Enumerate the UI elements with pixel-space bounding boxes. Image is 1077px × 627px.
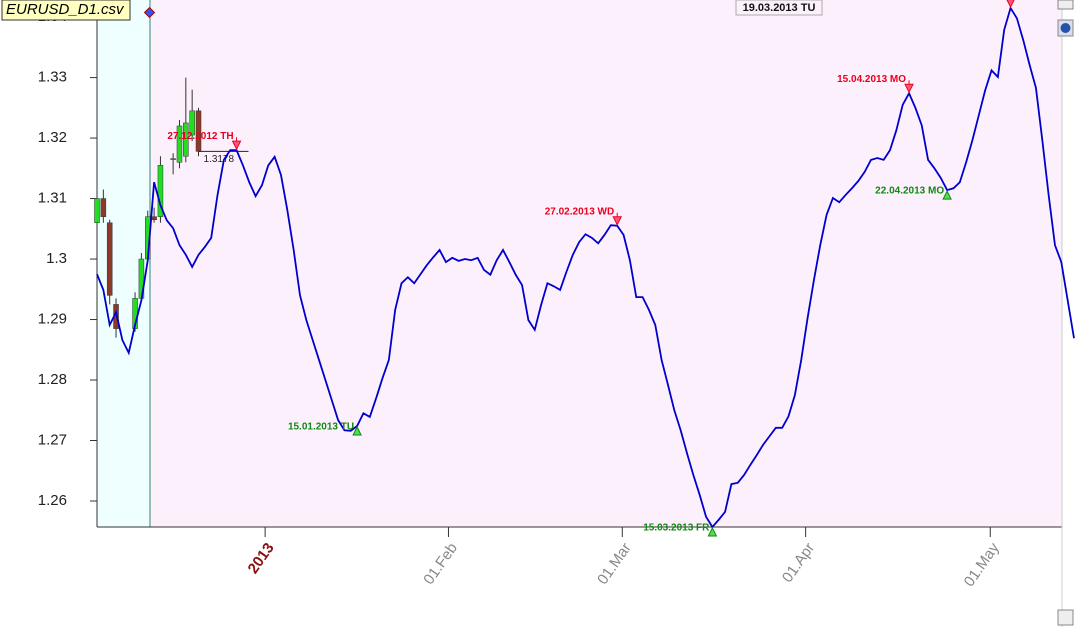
cursor-marker [143, 6, 156, 19]
candle-body [106, 222, 113, 296]
last-price-label: 1.3178 [204, 154, 235, 165]
y-tick-label: 1.26 [38, 492, 67, 509]
candle-body [94, 198, 100, 224]
scroll-up-button[interactable] [1057, 0, 1074, 10]
annotation-label: 15.01.2013 TU [288, 422, 354, 433]
candle-body [151, 216, 157, 220]
candle-body [100, 198, 107, 217]
low-marker [707, 526, 718, 537]
y-tick-label: 1.31 [38, 190, 67, 207]
y-tick-label: 1.28 [38, 371, 67, 388]
chart-title: EURUSD_D1.csv [6, 1, 125, 18]
y-tick-label: 1.3 [46, 250, 67, 267]
y-tick-label: 1.32 [38, 129, 67, 146]
plot-area [97, 0, 1062, 527]
candle-body [189, 110, 195, 136]
y-tick-label: 1.29 [38, 310, 67, 327]
y-tick-label: 1.27 [38, 431, 67, 448]
annotation-label: 15.04.2013 MO [837, 74, 906, 85]
low-marker [352, 425, 362, 436]
candle-body [183, 122, 189, 157]
price-line [96, 5, 1075, 529]
candle-body [176, 125, 183, 163]
low-marker [942, 189, 952, 200]
candle-body [157, 165, 164, 217]
cursor-label-box [735, 0, 823, 16]
title-box [1, 0, 131, 21]
globe-icon [1060, 23, 1071, 33]
annotation-label: 22.04.2013 MO [875, 186, 944, 197]
annotation-label: 27.12.2012 TH [167, 131, 233, 142]
scroll-down-button[interactable] [1057, 609, 1074, 626]
candle-body [170, 158, 176, 160]
annotation-label: 15.03.2013 FR [643, 523, 710, 534]
cursor-label: 19.03.2013 TU [743, 2, 816, 14]
high-marker [1006, 0, 1015, 9]
y-tick-label: 1.33 [38, 69, 67, 86]
annotation-label: 27.02.2013 WD [545, 206, 615, 217]
